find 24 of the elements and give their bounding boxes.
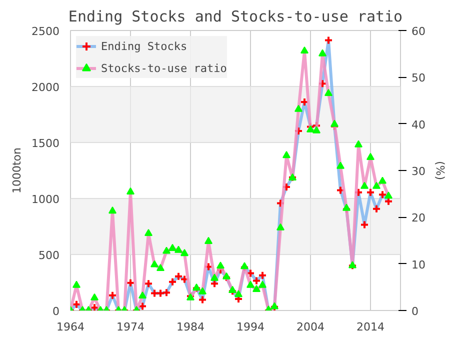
x-tick-label: 1974 bbox=[116, 320, 145, 334]
chart-title: Ending Stocks and Stocks-to-use ratio bbox=[68, 8, 403, 26]
y-tick-label: 0 bbox=[52, 305, 60, 318]
y-tick-label: 1000 bbox=[32, 193, 60, 206]
y-tick-label: 500 bbox=[38, 249, 60, 262]
y2-tick-label: 0 bbox=[412, 305, 418, 318]
legend-label: Stocks-to-use ratio bbox=[101, 62, 227, 74]
y-tick-label: 2500 bbox=[32, 25, 60, 38]
y2-tick-label: 30 bbox=[412, 165, 426, 178]
y-tick-label: 2000 bbox=[32, 81, 60, 94]
x-tick-label: 1984 bbox=[176, 320, 205, 334]
y2-tick-label: 50 bbox=[412, 72, 426, 85]
x-tick-label: 1964 bbox=[56, 320, 85, 334]
x-tick-label: 1994 bbox=[236, 320, 265, 334]
y2-tick-label: 20 bbox=[412, 212, 426, 225]
x-tick-label: 2004 bbox=[296, 320, 325, 334]
y2-tick-label: 10 bbox=[412, 258, 426, 272]
y2-tick-label: 60 bbox=[412, 25, 426, 38]
x-tick-label: 2014 bbox=[356, 320, 385, 334]
y-tick-label: 1500 bbox=[32, 137, 60, 150]
y2-tick-label: 40 bbox=[412, 118, 426, 132]
legend-label: Ending Stocks bbox=[101, 40, 188, 52]
y2-axis-title: (%) bbox=[433, 160, 446, 180]
y-axis-title: 1000ton bbox=[10, 147, 24, 194]
